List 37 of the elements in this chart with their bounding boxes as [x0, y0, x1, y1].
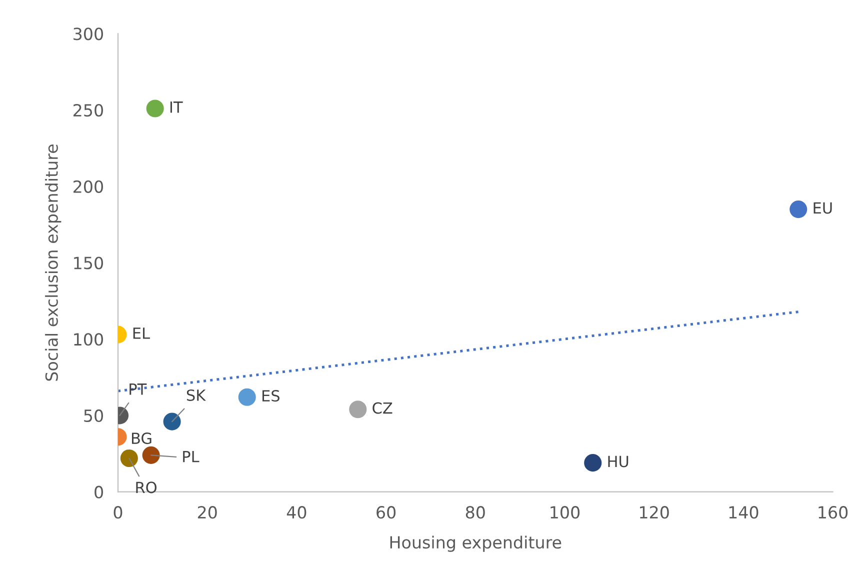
x-tick-label: 120 [640, 506, 669, 519]
y-tick-label: 0 [94, 486, 103, 498]
series-label: SK [186, 389, 206, 402]
point [163, 412, 181, 430]
x-tick-label: 80 [466, 506, 485, 519]
y-tick-label: 50 [84, 409, 103, 422]
series-label: BG [132, 432, 152, 444]
point [584, 454, 602, 472]
y-tick-label: 300 [74, 28, 103, 40]
point [790, 200, 808, 218]
y-tick-label: 200 [74, 180, 103, 193]
x-tick-label: 100 [550, 506, 580, 519]
x-axis-title: Housing expenditure [390, 536, 562, 552]
y-tick-label: 250 [74, 104, 103, 117]
point [238, 388, 256, 406]
x-tick-label: 160 [818, 506, 848, 519]
series-label: IT [170, 102, 183, 113]
series-label: EU [814, 202, 832, 214]
x-tick-label: 60 [376, 506, 396, 519]
y-tick-label: 150 [74, 256, 103, 270]
x-tick-label: 40 [286, 506, 306, 519]
series-label: HU [608, 456, 628, 468]
y-axis-title: Social exclusion expenditure [45, 144, 62, 381]
x-tick-label: 140 [729, 506, 758, 519]
y-tick-label: 100 [74, 333, 103, 346]
series-label: ES [262, 390, 280, 402]
series-label: PL [183, 451, 200, 462]
x-tick-label: 20 [198, 506, 217, 519]
point [142, 446, 160, 464]
series-label: PT [130, 384, 147, 395]
x-tick-label: 0 [114, 506, 122, 519]
series-label: CZ [372, 402, 392, 414]
series-label: RO [136, 482, 156, 494]
point [349, 400, 367, 418]
point [146, 100, 164, 118]
series-label: EL [133, 328, 150, 339]
point [120, 449, 138, 468]
